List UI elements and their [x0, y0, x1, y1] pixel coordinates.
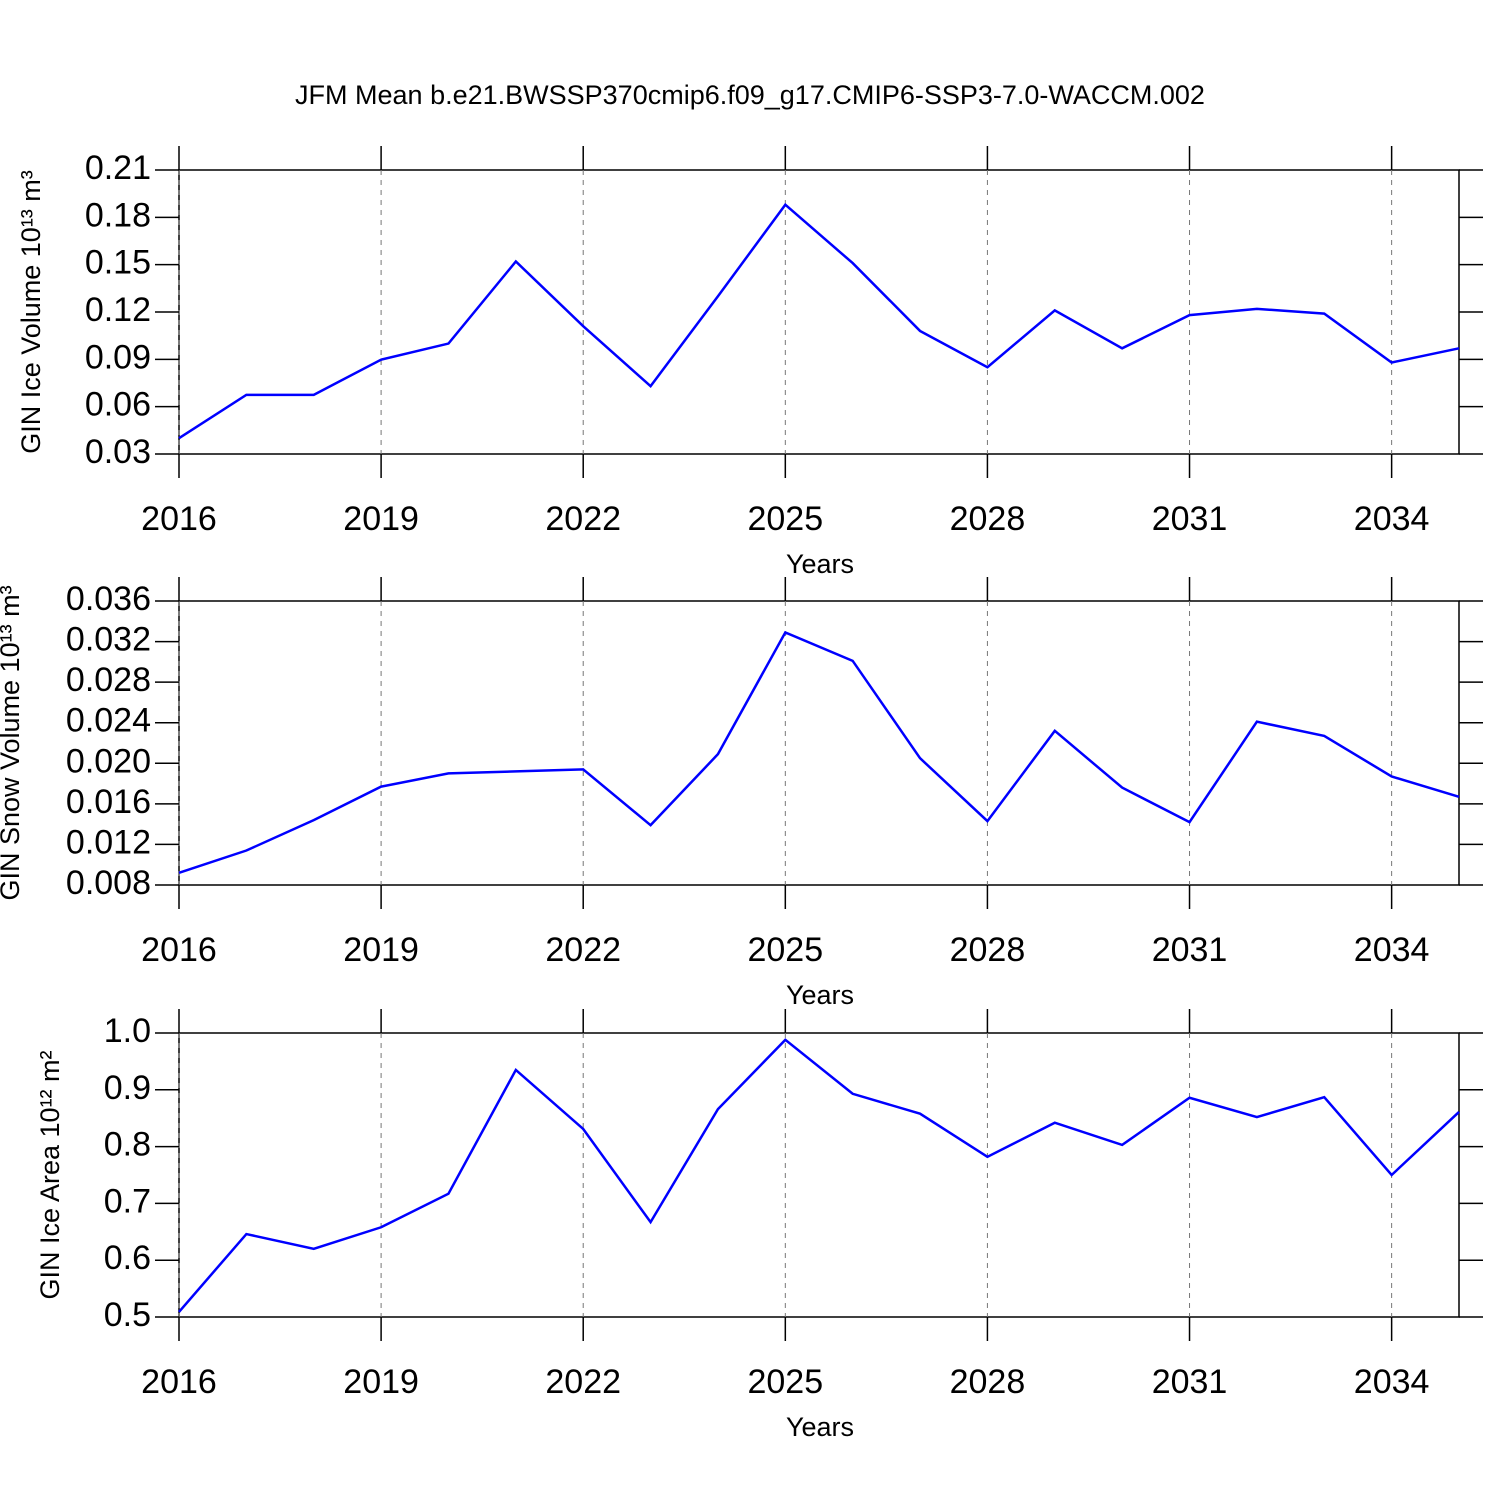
y-axis-label: GIN Ice Area 10¹² m² — [35, 1050, 65, 1299]
x-tick-label: 2019 — [343, 1363, 419, 1401]
y-tick-label: 0.18 — [85, 196, 151, 234]
y-tick-label: 0.6 — [104, 1239, 151, 1277]
plot-frame — [178, 1032, 1460, 1318]
chart-title: JFM Mean b.e21.BWSSP370cmip6.f09_g17.CMI… — [295, 80, 1205, 110]
data-line — [178, 202, 1460, 440]
y-tick-label: 0.012 — [66, 823, 151, 861]
x-axis-label: Years — [786, 980, 854, 1010]
x-tick-label: 2022 — [545, 1363, 621, 1401]
x-tick-label: 2028 — [950, 1363, 1026, 1401]
x-tick-label: 2016 — [141, 500, 217, 538]
x-tick-label: 2016 — [141, 931, 217, 969]
x-tick-label: 2025 — [747, 1363, 823, 1401]
y-tick-label: 1.0 — [104, 1012, 151, 1050]
y-tick-label: 0.15 — [85, 244, 151, 282]
y-axis-label: GIN Snow Volume 10¹³ m³ — [0, 585, 25, 900]
x-tick-label: 2034 — [1354, 1363, 1430, 1401]
y-tick-label: 0.016 — [66, 783, 151, 821]
x-tick-label: 2031 — [1152, 1363, 1228, 1401]
y-axis-label: GIN Ice Volume 10¹³ m³ — [16, 170, 46, 454]
y-tick-label: 0.12 — [85, 291, 151, 329]
plot-frame — [178, 600, 1460, 886]
x-tick-label: 2031 — [1152, 500, 1228, 538]
y-tick-label: 0.008 — [66, 864, 151, 902]
y-tick-label: 0.028 — [66, 661, 151, 699]
y-tick-label: 0.020 — [66, 742, 151, 780]
x-tick-label: 2034 — [1354, 500, 1430, 538]
y-tick-label: 0.036 — [66, 580, 151, 618]
x-tick-label: 2019 — [343, 500, 419, 538]
y-tick-label: 0.9 — [104, 1069, 151, 1107]
y-tick-label: 0.21 — [85, 149, 151, 187]
y-tick-label: 0.024 — [66, 702, 151, 740]
data-line — [178, 630, 1460, 875]
x-tick-label: 2022 — [545, 931, 621, 969]
x-axis-label: Years — [786, 1412, 854, 1442]
x-tick-label: 2016 — [141, 1363, 217, 1401]
y-tick-label: 0.7 — [104, 1182, 151, 1220]
x-tick-label: 2034 — [1354, 931, 1430, 969]
y-tick-label: 0.5 — [104, 1296, 151, 1334]
x-tick-label: 2028 — [950, 931, 1026, 969]
x-tick-label: 2025 — [747, 500, 823, 538]
x-tick-label: 2031 — [1152, 931, 1228, 969]
y-tick-label: 0.8 — [104, 1126, 151, 1164]
y-tick-label: 0.09 — [85, 338, 151, 376]
y-tick-label: 0.06 — [85, 386, 151, 424]
x-tick-label: 2028 — [950, 500, 1026, 538]
data-line — [178, 1038, 1460, 1313]
x-tick-label: 2025 — [747, 931, 823, 969]
x-axis-label: Years — [786, 549, 854, 579]
x-tick-label: 2019 — [343, 931, 419, 969]
x-tick-label: 2022 — [545, 500, 621, 538]
plot-frame — [178, 169, 1460, 455]
y-tick-label: 0.032 — [66, 621, 151, 659]
y-tick-label: 0.03 — [85, 433, 151, 471]
